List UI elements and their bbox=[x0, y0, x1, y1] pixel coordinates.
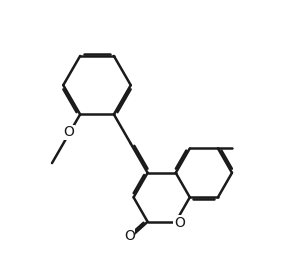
Text: O: O bbox=[124, 229, 135, 243]
Text: O: O bbox=[174, 216, 185, 230]
Text: O: O bbox=[63, 125, 74, 140]
